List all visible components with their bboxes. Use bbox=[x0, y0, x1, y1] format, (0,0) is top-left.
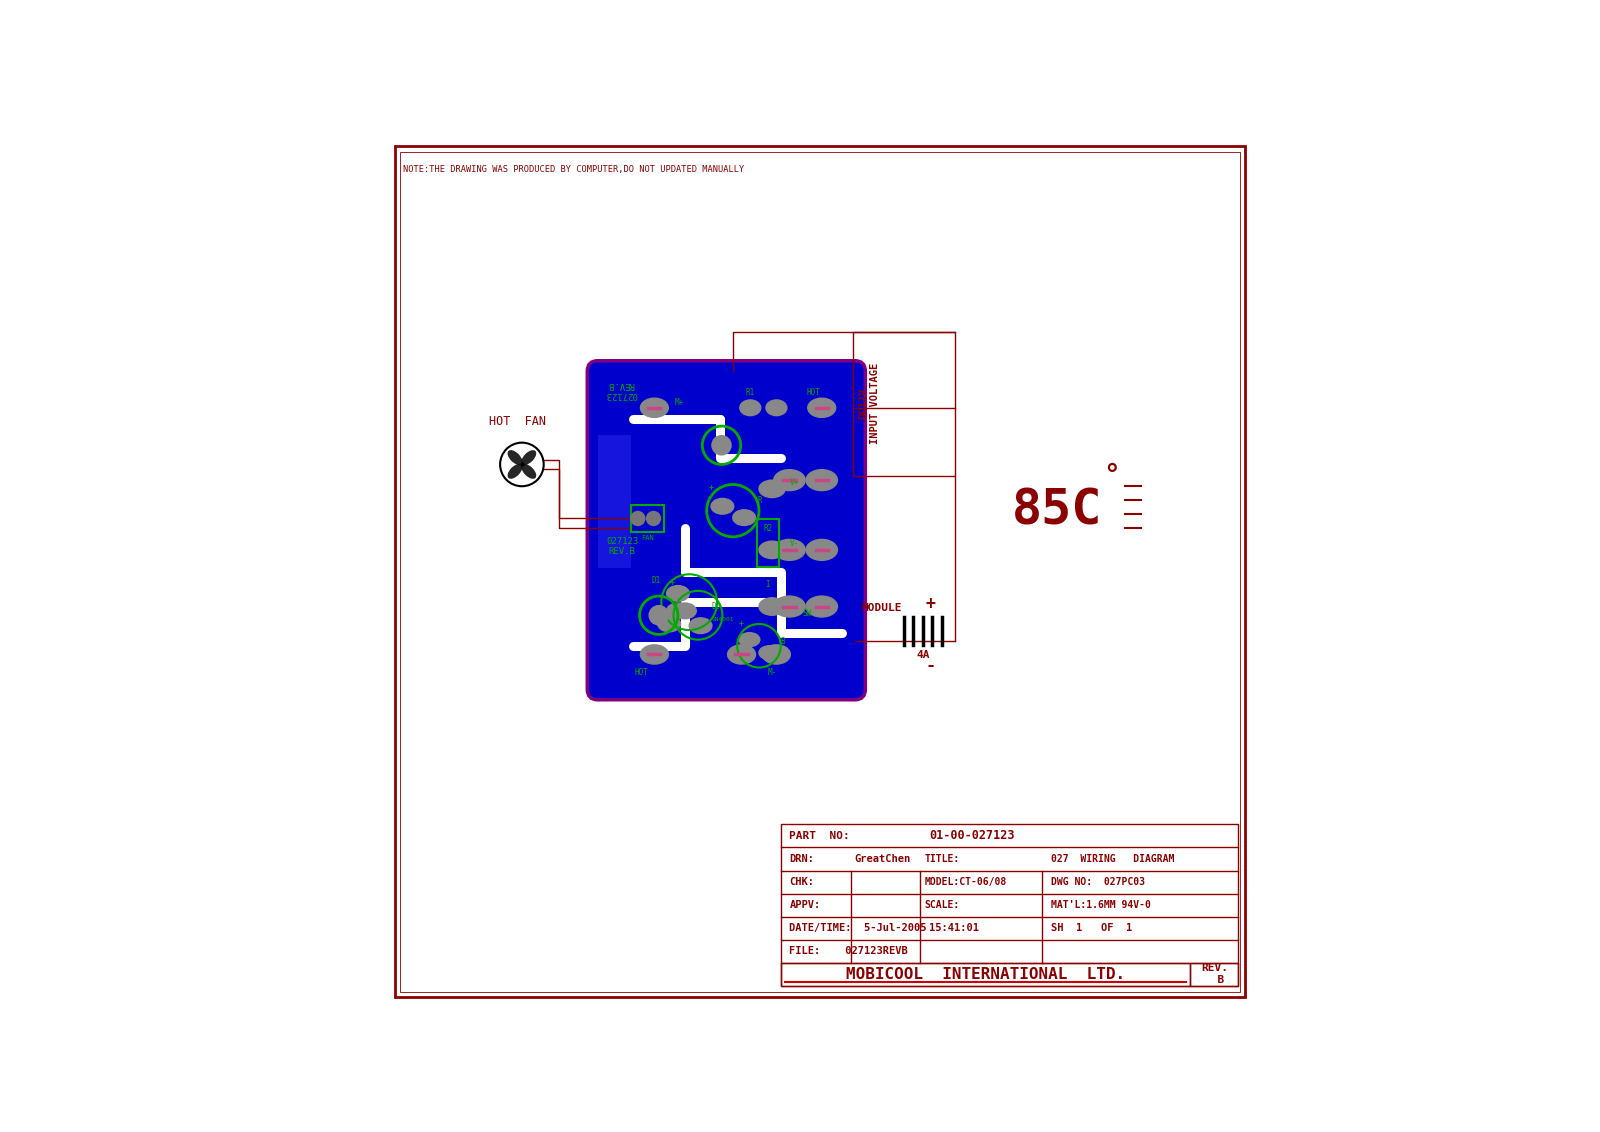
Text: DC12V
INPUT VOLTAGE: DC12V INPUT VOLTAGE bbox=[858, 363, 880, 445]
Ellipse shape bbox=[808, 398, 835, 418]
Text: NOTE:THE DRAWING WAS PRODUCED BY COMPUTER,DO NOT UPDATED MANUALLY: NOTE:THE DRAWING WAS PRODUCED BY COMPUTE… bbox=[403, 165, 744, 174]
Ellipse shape bbox=[758, 598, 786, 616]
Text: DATE/TIME:  5-Jul-2005: DATE/TIME: 5-Jul-2005 bbox=[789, 923, 926, 933]
Ellipse shape bbox=[522, 451, 536, 465]
Text: +: + bbox=[925, 595, 936, 614]
Text: +: + bbox=[739, 619, 744, 628]
Text: MODULE: MODULE bbox=[862, 603, 902, 614]
Ellipse shape bbox=[646, 512, 661, 525]
Text: REV.
  B: REV. B bbox=[1202, 963, 1227, 985]
Bar bbox=[781, 962, 1190, 986]
Text: -: - bbox=[925, 657, 936, 675]
Text: 15:41:01: 15:41:01 bbox=[930, 923, 979, 933]
Text: SCALE:: SCALE: bbox=[925, 900, 960, 910]
Ellipse shape bbox=[640, 645, 669, 664]
Text: R2: R2 bbox=[763, 524, 773, 533]
Text: R: R bbox=[757, 496, 762, 505]
Text: 1N4001: 1N4001 bbox=[710, 617, 733, 623]
Text: MOBICOOL  INTERNATIONAL  LTD.: MOBICOOL INTERNATIONAL LTD. bbox=[846, 967, 1125, 981]
Text: HOT  FAN: HOT FAN bbox=[490, 414, 546, 428]
Text: HOT: HOT bbox=[806, 388, 821, 397]
Bar bbox=[630, 505, 664, 532]
Ellipse shape bbox=[674, 603, 696, 619]
Ellipse shape bbox=[774, 470, 805, 490]
Ellipse shape bbox=[763, 645, 790, 664]
Text: MAT'L:1.6MM 94V-0: MAT'L:1.6MM 94V-0 bbox=[1051, 900, 1150, 910]
Ellipse shape bbox=[667, 585, 690, 601]
Ellipse shape bbox=[806, 470, 837, 490]
Ellipse shape bbox=[733, 509, 755, 525]
Text: GreatChen: GreatChen bbox=[854, 854, 910, 864]
Text: PART  NO:: PART NO: bbox=[789, 831, 850, 841]
Text: V+: V+ bbox=[789, 478, 798, 487]
Text: M-: M- bbox=[768, 668, 776, 677]
Ellipse shape bbox=[630, 512, 645, 525]
Text: SH  1   OF  1: SH 1 OF 1 bbox=[1051, 923, 1133, 933]
Ellipse shape bbox=[667, 603, 690, 619]
Text: CHK:: CHK: bbox=[789, 877, 814, 887]
Ellipse shape bbox=[739, 400, 760, 415]
Circle shape bbox=[650, 606, 669, 625]
Ellipse shape bbox=[774, 597, 805, 617]
Bar bbox=[757, 520, 779, 567]
Ellipse shape bbox=[806, 597, 837, 617]
Text: HOT: HOT bbox=[634, 668, 648, 677]
Ellipse shape bbox=[774, 540, 805, 560]
Ellipse shape bbox=[728, 645, 755, 664]
Ellipse shape bbox=[758, 645, 779, 660]
Text: 027123
REV.B: 027123 REV.B bbox=[606, 537, 638, 556]
Text: TITLE:: TITLE: bbox=[925, 854, 960, 864]
Text: R1: R1 bbox=[746, 388, 755, 397]
Circle shape bbox=[712, 436, 731, 455]
Text: 01-00-027123: 01-00-027123 bbox=[930, 830, 1014, 842]
Text: +: + bbox=[669, 577, 674, 586]
Bar bbox=[1190, 962, 1238, 986]
Text: 027123
REV.B: 027123 REV.B bbox=[605, 380, 637, 400]
Ellipse shape bbox=[658, 616, 680, 632]
Text: 85C: 85C bbox=[1011, 487, 1102, 534]
Ellipse shape bbox=[766, 400, 787, 415]
Bar bbox=[781, 824, 1238, 986]
Ellipse shape bbox=[758, 480, 786, 498]
Text: APPV:: APPV: bbox=[789, 900, 821, 910]
Text: DRN:: DRN: bbox=[789, 854, 814, 864]
Ellipse shape bbox=[640, 398, 669, 418]
Ellipse shape bbox=[507, 464, 522, 479]
Text: V-: V- bbox=[789, 539, 798, 548]
Ellipse shape bbox=[690, 618, 712, 634]
Ellipse shape bbox=[507, 451, 522, 465]
Text: D1: D1 bbox=[651, 576, 661, 585]
Text: I: I bbox=[765, 581, 770, 590]
FancyBboxPatch shape bbox=[587, 361, 866, 700]
Ellipse shape bbox=[522, 464, 536, 479]
Text: B: B bbox=[781, 637, 786, 646]
Text: FILE:    027123REVB: FILE: 027123REVB bbox=[789, 946, 909, 957]
Bar bbox=[598, 435, 630, 568]
Text: DWG NO:  027PC03: DWG NO: 027PC03 bbox=[1051, 877, 1146, 887]
Ellipse shape bbox=[806, 540, 837, 560]
Ellipse shape bbox=[758, 541, 786, 558]
Text: D5: D5 bbox=[710, 602, 720, 611]
Bar bbox=[853, 332, 955, 475]
Ellipse shape bbox=[710, 498, 734, 514]
Text: MODEL:CT-06/08: MODEL:CT-06/08 bbox=[925, 877, 1006, 887]
Text: M+: M+ bbox=[675, 398, 683, 408]
Text: 4A: 4A bbox=[917, 650, 930, 660]
Text: 027  WIRING   DIAGRAM: 027 WIRING DIAGRAM bbox=[1051, 854, 1174, 864]
Text: FAN: FAN bbox=[642, 535, 654, 541]
Text: SW: SW bbox=[802, 609, 811, 618]
Ellipse shape bbox=[739, 633, 760, 646]
Text: °: ° bbox=[1104, 462, 1120, 490]
Text: +: + bbox=[709, 482, 714, 491]
